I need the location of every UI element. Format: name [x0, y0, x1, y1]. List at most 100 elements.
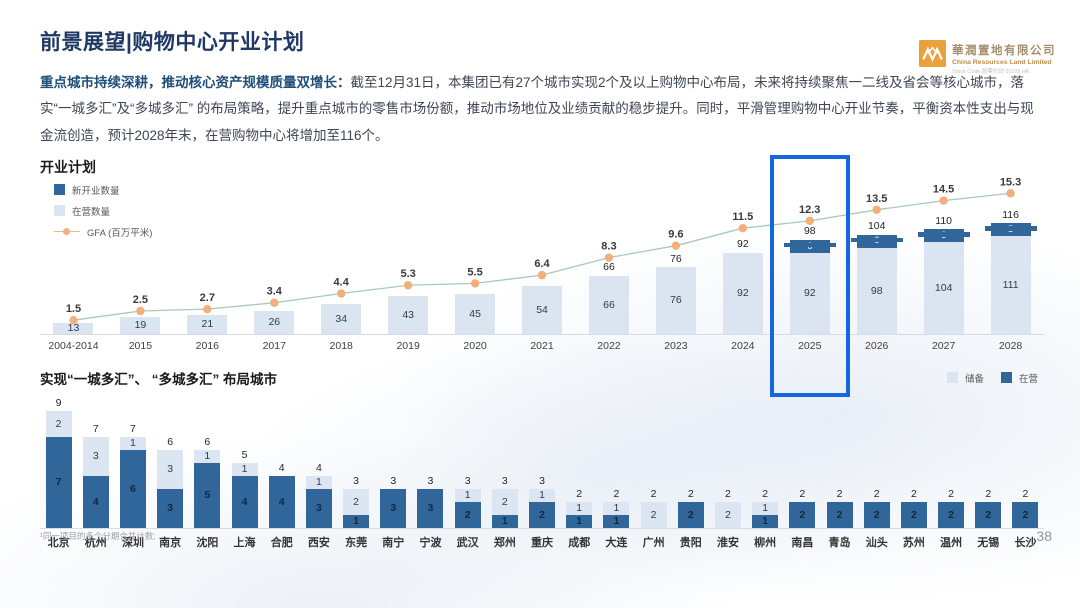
total-value-label: 2 [1022, 488, 1029, 501]
bar-segment-operating: 2 [1012, 501, 1039, 528]
bar-segment-reserve: 2 [45, 410, 72, 437]
bar-segment-operating: 3 [380, 488, 407, 528]
bar-segment-operating: 2 [454, 501, 481, 528]
bar-segment-operating: 2 [975, 501, 1002, 528]
opening-plan-chart-section: 开业计划 新开业数量 在营数量 GFA (百万平米) [40, 154, 1080, 397]
x-axis-tick-label: 南昌 [791, 536, 814, 549]
operating-swatch-icon [54, 205, 65, 217]
highlight-box-2025 [769, 154, 850, 397]
x-axis-tick-label: 宁波 [419, 536, 442, 549]
opening-bar-column: 19 [107, 317, 174, 334]
opening-bar-column: 92 92 [709, 239, 776, 334]
total-value-label: 4 [315, 462, 322, 475]
bar-segment-operating: 104 [923, 242, 964, 334]
bar-segment-operating: 2 [789, 501, 816, 528]
total-value-label: 7 [92, 423, 99, 436]
total-value-label: 6 [204, 436, 211, 449]
bar-segment-operating: 13 [53, 322, 94, 334]
legend-item-new-openings: 新开业数量 [54, 183, 152, 197]
x-axis-tick-label: 2021 [530, 339, 554, 352]
total-value-label: 2 [576, 488, 583, 501]
total-value-label: 2 [613, 488, 620, 501]
intro-lead-text: 重点城市持续深耕，推动核心资产规模质量双增长： [40, 75, 351, 90]
bar-segment-reserve: 1 [305, 475, 332, 489]
legend-label: GFA (百万平米) [87, 227, 153, 239]
bar-segment-reserve: 1 [454, 488, 481, 502]
bar-segment-operating: 76 [655, 267, 696, 334]
x-axis-tick-label: 合肥 [270, 536, 293, 549]
bar-segment-operating: 2 [677, 501, 704, 528]
crland-logo-icon [919, 40, 946, 67]
opening-plan-x-axis: 2004-2014 2015 2016 2017 2018 2019 2020 2021 202… [40, 333, 1044, 352]
opening-bar-column: 66 66 [576, 262, 643, 334]
total-value-label: 2 [799, 488, 806, 501]
x-axis-tick-label: 2027 [931, 339, 956, 352]
x-axis-tick-label: 2020 [463, 339, 487, 352]
total-value-label: 116 [1002, 208, 1019, 221]
bar-segment-reserve: 1 [231, 462, 258, 476]
bar-segment-operating: 54 [522, 286, 563, 334]
total-value-label: 2 [725, 488, 731, 501]
total-value-label: 3 [539, 475, 545, 488]
total-value-label: 2 [650, 488, 657, 501]
x-axis-tick-label: 东莞 [345, 536, 368, 549]
intro-paragraph: 重点城市持续深耕，推动核心资产规模质量双增长：截至12月31日，本集团已有27个… [40, 70, 1040, 149]
total-value-label: 4 [278, 462, 285, 475]
x-axis-tick-label: 2026 [865, 339, 889, 352]
opening-plan-chart-title: 开业计划 [40, 158, 96, 175]
bar-segment-operating: 2 [826, 501, 853, 528]
opening-bar-column: 54 [509, 286, 576, 334]
total-value-label: 3 [501, 475, 508, 488]
x-axis-tick-label: 苏州 [902, 536, 925, 549]
bar-segment-operating: 43 [388, 296, 429, 334]
opening-bar-column: 13 [40, 322, 107, 334]
logo-stock-code: Stock Code 股票代码 01109.HK [952, 69, 1030, 75]
bar-segment-new-openings: 6 [917, 229, 970, 243]
legend-label: 在营数量 [72, 206, 111, 218]
x-axis-tick-label: 西安 [307, 536, 330, 549]
bar-segment-operating: 111 [990, 236, 1031, 334]
bar-segment-operating: 4 [231, 475, 258, 528]
total-value-label: 2 [836, 488, 843, 501]
total-value-label: 6 [167, 436, 174, 449]
bar-segment-operating: 3 [157, 488, 184, 528]
cities-x-axis: 北京 杭州 深圳 南京 沈阳 上海 合肥 西安 东莞 南宁 宁波 武汉 郑州 重庆 成都 大连 广州 贵阳 淮安 柳州… [40, 527, 1044, 550]
bar-segment-reserve: 1 [752, 501, 779, 515]
legend-label: 新开业数量 [72, 185, 120, 197]
opening-bar-column: 34 [308, 304, 375, 334]
total-value-label: 3 [353, 475, 360, 488]
operating-swatch-icon [1000, 372, 1012, 384]
bar-segment-operating: 92 [722, 252, 763, 334]
x-axis-tick-label: 南京 [159, 536, 182, 549]
bar-segment-operating: 7 [45, 436, 72, 528]
bar-segment-operating: 1 [491, 514, 518, 528]
total-value-label: 2 [985, 488, 992, 501]
total-value-label: 76 [670, 252, 682, 265]
bar-segment-reserve: 2 [640, 501, 667, 528]
opening-bar-column: 21 [174, 315, 241, 334]
x-axis-tick-label: 温州 [940, 536, 963, 549]
x-axis-tick-label: 2023 [664, 339, 688, 352]
bar-segment-new-openings: 5 [984, 223, 1037, 237]
x-axis-tick-label: 武汉 [456, 536, 479, 549]
